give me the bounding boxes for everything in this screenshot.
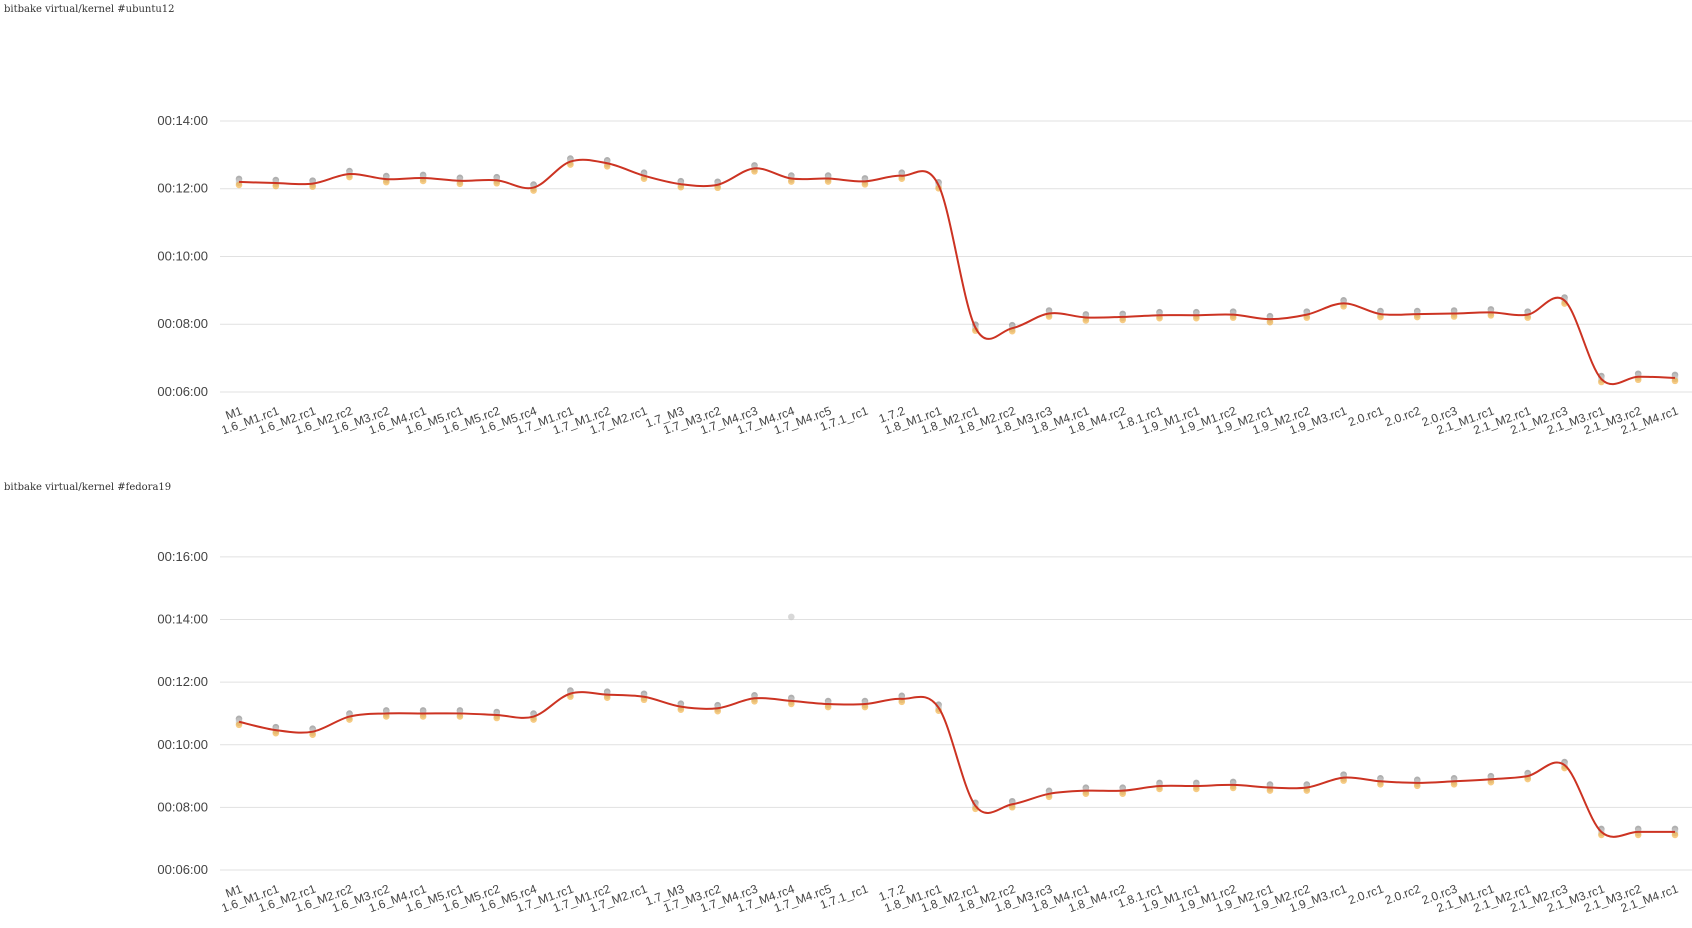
data-point-marker — [1156, 314, 1163, 322]
data-point-marker — [493, 179, 501, 187]
data-point-marker — [824, 703, 832, 711]
x-tick-label: 2.0.rc1 — [1346, 404, 1386, 430]
data-point-marker — [346, 173, 353, 181]
data-point-marker — [1119, 316, 1126, 324]
x-tick-label: 2.0.rc2 — [1383, 882, 1423, 908]
data-point-marker — [1266, 787, 1274, 794]
data-point-marker — [861, 703, 869, 711]
data-point-marker — [1340, 777, 1347, 784]
data-point-marker — [898, 175, 906, 183]
x-tick-label: M1 — [224, 882, 245, 901]
data-point-marker — [456, 180, 464, 188]
data-point-marker — [714, 184, 721, 192]
y-tick-label: 00:12:00 — [157, 674, 208, 689]
y-tick-label: 00:16:00 — [157, 549, 208, 564]
data-point-marker — [382, 713, 390, 720]
y-tick-label: 00:14:00 — [157, 612, 208, 627]
data-point-marker — [1193, 314, 1200, 322]
data-point-marker — [788, 700, 795, 708]
data-point-marker — [1377, 780, 1384, 788]
data-point-marker — [1082, 317, 1090, 324]
data-point-marker — [1450, 780, 1458, 788]
data-point-marker — [1119, 790, 1126, 797]
chart-ubuntu12: 00:06:00 00:08:00 00:10:00 00:12:00 00:14:00… — [157, 113, 1692, 437]
data-point-marker — [1413, 782, 1421, 790]
data-point-marker — [751, 168, 758, 175]
y-tick-label: 00:08:00 — [157, 316, 208, 331]
x-tick-label: 2.0.rc2 — [1383, 404, 1423, 430]
data-point-marker — [1450, 313, 1458, 320]
data-point-marker — [640, 696, 648, 704]
data-point-marker — [751, 698, 758, 705]
chart-fedora19: 00:06:00 00:08:00 00:10:00 00:12:00 00:14:00… — [157, 549, 1692, 915]
data-point-marker — [272, 182, 280, 190]
data-point-marker — [898, 698, 906, 706]
y-tick-label: 00:08:00 — [157, 799, 208, 814]
data-point-marker — [603, 694, 611, 701]
data-point-marker — [824, 178, 832, 185]
data-point-marker — [1377, 313, 1384, 321]
data-point-marker — [309, 183, 316, 190]
data-point-marker — [1303, 787, 1311, 794]
data-point-marker — [1671, 377, 1679, 385]
y-tick-label: 00:12:00 — [157, 181, 208, 196]
y-tick-label: 00:10:00 — [157, 248, 208, 263]
data-point-marker — [493, 714, 501, 722]
data-point-marker — [714, 707, 721, 715]
x-tick-label: 2.0.rc1 — [1346, 882, 1386, 908]
data-point-marker — [1487, 312, 1495, 319]
data-point-marker — [677, 183, 685, 191]
data-point-marker — [1229, 784, 1237, 792]
data-point-marker — [1340, 303, 1347, 310]
data-point-marker — [1487, 778, 1495, 786]
series-line — [238, 158, 1676, 386]
data-point-marker — [1413, 313, 1421, 321]
data-point-marker — [419, 177, 427, 185]
data-point-marker — [861, 181, 869, 188]
data-point-marker — [1634, 831, 1642, 839]
y-tick-label: 00:14:00 — [157, 113, 208, 128]
data-point-marker — [1229, 314, 1237, 321]
data-point-marker — [456, 713, 464, 720]
data-point-marker — [1045, 313, 1053, 320]
data-point-marker — [1266, 318, 1274, 326]
y-tick-label: 00:10:00 — [157, 737, 208, 752]
x-tick-label: M1 — [224, 404, 245, 423]
data-point-marker — [1524, 314, 1532, 321]
data-point-marker — [382, 178, 390, 186]
y-tick-label: 00:06:00 — [157, 384, 208, 399]
series-line — [238, 691, 1675, 838]
data-point-marker — [309, 731, 316, 739]
y-tick-label: 00:06:00 — [157, 862, 208, 877]
data-point-marker — [1156, 785, 1163, 793]
data-point-marker — [677, 706, 685, 713]
data-point-marker — [235, 181, 243, 189]
data-point-marker — [1193, 785, 1200, 793]
outlier-point — [788, 613, 795, 621]
chart-title-fedora19: bitbake virtual/kernel #fedora19 — [4, 482, 172, 493]
chart-title-ubuntu12: bitbake virtual/kernel #ubuntu12 — [4, 4, 175, 15]
data-point-marker — [419, 713, 427, 720]
data-point-marker — [1671, 831, 1679, 839]
data-point-marker — [1634, 376, 1642, 384]
data-point-marker — [1524, 775, 1532, 783]
data-point-marker — [1082, 790, 1090, 797]
data-point-marker — [788, 178, 795, 185]
data-point-marker — [272, 729, 280, 737]
